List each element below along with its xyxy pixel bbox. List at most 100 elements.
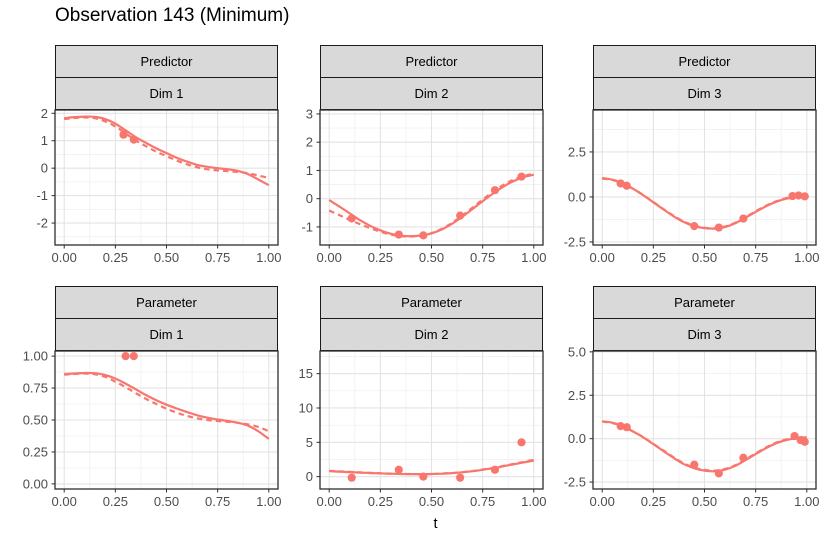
data-point bbox=[790, 431, 799, 441]
facet-strip-row-text: Predictor bbox=[678, 54, 731, 69]
x-tick-label: 0.25 bbox=[103, 494, 128, 509]
x-tick-label: 0.00 bbox=[590, 250, 615, 265]
y-tick-label: 3 bbox=[306, 106, 313, 121]
plot-area-parameter-dim1: 0.00 0.25 0.50 0.75 1.00 1.00 0.75 0.50 0.25 0.00 bbox=[23, 349, 282, 509]
facet-strip-col-text: Dim 1 bbox=[149, 327, 184, 342]
facet-panel-parameter-dim3: Parameter Dim 3 0.00 0.25 0.50 0.75 1.00 5.0 2… bbox=[564, 286, 819, 509]
facet-panel-predictor-dim2: Predictor Dim 2 0.00 0.25 0.50 0.75 1.00 3 2 1 0… bbox=[301, 45, 546, 265]
truth-solid-curve bbox=[602, 176, 807, 230]
facet-strip-row-text: Parameter bbox=[674, 295, 735, 310]
facet-strip-row: Parameter bbox=[593, 286, 816, 319]
data-point bbox=[690, 222, 699, 231]
y-tick-label: 0 bbox=[306, 469, 313, 484]
data-point bbox=[394, 465, 403, 474]
y-tick-label: 0 bbox=[306, 191, 313, 206]
facet-strip-row-text: Predictor bbox=[140, 54, 193, 69]
data-point bbox=[714, 469, 723, 478]
facet-strip-col: Dim 3 bbox=[593, 318, 816, 351]
x-tick-label: 0.25 bbox=[641, 250, 666, 265]
facet-strip-col-text: Dim 1 bbox=[149, 86, 184, 101]
truth-solid-curve bbox=[329, 459, 534, 476]
y-tick-label: 1 bbox=[41, 133, 48, 148]
x-tick-label: 1.00 bbox=[256, 250, 281, 265]
facet-panel-parameter-dim1: Parameter Dim 1 0.00 0.25 0.50 0.75 1.00 1.00… bbox=[23, 286, 281, 509]
data-point bbox=[739, 453, 748, 462]
x-tick-label: 0.00 bbox=[317, 250, 342, 265]
x-axis-title: t bbox=[433, 516, 438, 532]
data-point bbox=[622, 423, 631, 432]
data-point bbox=[794, 191, 803, 200]
facet-strip-col: Dim 2 bbox=[320, 318, 543, 351]
data-point bbox=[490, 186, 500, 195]
x-tick-label: 0.75 bbox=[743, 494, 768, 509]
truth-solid-curve bbox=[602, 420, 807, 473]
facet-strip-col: Dim 2 bbox=[320, 77, 543, 110]
y-tick-label: 0.00 bbox=[23, 476, 48, 491]
facet-strip-col-text: Dim 3 bbox=[687, 327, 722, 342]
data-point bbox=[788, 191, 797, 201]
truth-solid-curve bbox=[328, 173, 535, 238]
facet-strip-col-text: Dim 2 bbox=[414, 86, 449, 101]
facet-panel-predictor-dim1: Predictor Dim 1 0.00 0.25 0.50 0.75 1.00 2 1 0 -… bbox=[36, 45, 281, 265]
data-point bbox=[739, 214, 748, 223]
facet-strip-row-text: Parameter bbox=[401, 295, 462, 310]
y-tick-label: 2 bbox=[41, 106, 48, 121]
plot-area-parameter-dim2: 0.00 0.25 0.50 0.75 1.00 15 10 5 0 bbox=[299, 350, 546, 509]
y-tick-label: 0.0 bbox=[568, 431, 586, 446]
y-tick-label: 0.25 bbox=[23, 444, 48, 459]
x-tick-label: 0.25 bbox=[641, 494, 666, 509]
data-point bbox=[690, 460, 699, 469]
data-point bbox=[129, 352, 138, 361]
facet-strip-col-text: Dim 3 bbox=[687, 86, 722, 101]
data-point bbox=[800, 437, 809, 446]
x-tick-label: 0.25 bbox=[368, 494, 393, 509]
x-tick-label: 1.00 bbox=[794, 494, 819, 509]
facet-strip-row: Parameter bbox=[320, 286, 543, 319]
facet-strip-row: Parameter bbox=[55, 286, 278, 319]
y-tick-label: -2.5 bbox=[564, 475, 586, 490]
x-tick-label: 0.50 bbox=[154, 250, 179, 265]
data-point bbox=[456, 211, 465, 220]
x-tick-label: 0.75 bbox=[205, 494, 230, 509]
plot-area-predictor-dim1: 0.00 0.25 0.50 0.75 1.00 2 1 0 -1 -2 bbox=[36, 106, 281, 265]
data-point bbox=[517, 438, 526, 447]
data-point bbox=[800, 192, 809, 201]
truth-solid-curve bbox=[64, 371, 270, 440]
data-point bbox=[394, 230, 403, 239]
y-tick-label: 0.50 bbox=[23, 413, 48, 428]
facet-strip-col: Dim 1 bbox=[55, 318, 278, 351]
x-tick-label: 1.00 bbox=[521, 494, 546, 509]
facet-strip-row-text: Parameter bbox=[136, 295, 197, 310]
facet-strip-col: Dim 3 bbox=[593, 77, 816, 110]
x-tick-label: 0.00 bbox=[590, 494, 615, 509]
x-tick-label: 0.75 bbox=[743, 250, 768, 265]
y-tick-label: 1 bbox=[306, 163, 313, 178]
x-tick-label: 0.25 bbox=[103, 250, 128, 265]
x-tick-label: 0.25 bbox=[368, 250, 393, 265]
y-tick-label: 0.75 bbox=[23, 381, 48, 396]
data-point bbox=[129, 135, 138, 144]
data-point bbox=[517, 172, 526, 181]
facet-strip-row-text: Predictor bbox=[405, 54, 458, 69]
y-tick-label: 2.5 bbox=[568, 144, 586, 159]
x-tick-label: 0.50 bbox=[154, 494, 179, 509]
x-tick-label: 0.75 bbox=[470, 250, 495, 265]
y-tick-label: 15 bbox=[299, 366, 313, 381]
y-tick-label: -2.5 bbox=[564, 234, 586, 249]
y-tick-label: 2 bbox=[306, 135, 313, 150]
facet-strip-row: Predictor bbox=[320, 45, 543, 78]
data-point bbox=[622, 181, 631, 190]
data-point bbox=[347, 214, 356, 223]
data-point bbox=[714, 223, 723, 232]
plot-area-parameter-dim3: 0.00 0.25 0.50 0.75 1.00 5.0 2.5 0.0 -2.5 bbox=[564, 344, 820, 509]
data-point bbox=[490, 465, 500, 474]
y-tick-label: 5.0 bbox=[568, 344, 586, 359]
y-tick-label: 0 bbox=[41, 161, 48, 176]
data-point bbox=[616, 422, 625, 431]
x-tick-label: 0.50 bbox=[419, 250, 444, 265]
y-tick-label: -1 bbox=[301, 219, 313, 234]
facet-panel-parameter-dim2: Parameter Dim 2 0.00 0.25 0.50 0.75 1.00 15 10… bbox=[299, 286, 546, 509]
facet-strip-row: Predictor bbox=[55, 45, 278, 78]
y-tick-label: -1 bbox=[36, 188, 48, 203]
data-point bbox=[121, 352, 130, 361]
